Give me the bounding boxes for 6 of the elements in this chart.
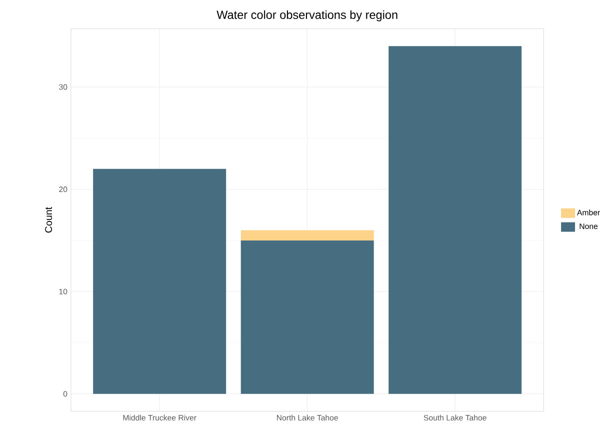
bar [240, 230, 374, 241]
chart-title: Water color observations by region [216, 10, 398, 22]
bar [93, 169, 226, 394]
bar [388, 46, 522, 394]
y-axis-title: Count [45, 207, 52, 233]
bar [240, 240, 374, 394]
